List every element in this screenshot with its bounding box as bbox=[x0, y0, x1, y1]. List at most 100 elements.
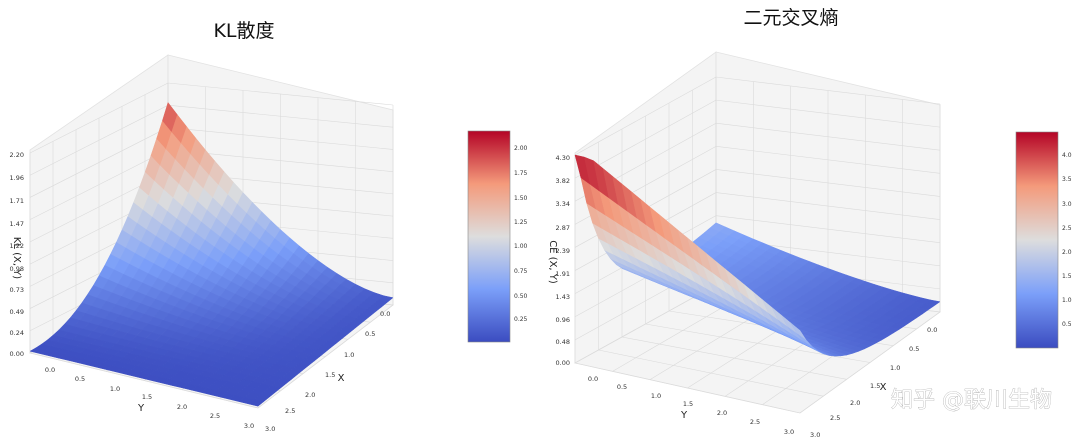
chart-title: 二元交叉熵 bbox=[743, 7, 838, 29]
y-tick: 1.0 bbox=[651, 392, 661, 400]
x-tick: 1.0 bbox=[344, 351, 354, 359]
surface bbox=[29, 101, 394, 407]
gridline bbox=[715, 215, 941, 243]
y-axis: 0.0 0.5 1.0 1.5 2.0 2.5 3.0 Y bbox=[45, 366, 254, 430]
gridline bbox=[167, 127, 394, 150]
x-tick: 2.5 bbox=[830, 414, 840, 422]
x-axis: 0.0 0.5 1.0 1.5 2.0 2.5 3.0 X bbox=[810, 326, 937, 439]
z-tick: 1.91 bbox=[556, 270, 570, 278]
y-axis-label: Y bbox=[680, 410, 688, 421]
colorbar-gradient bbox=[467, 130, 511, 343]
colorbar-tick: 0.5 bbox=[1062, 321, 1072, 328]
z-axis-label: KL (X, Y) bbox=[11, 237, 22, 280]
x-tick: 3.0 bbox=[265, 425, 275, 433]
z-tick: 2.87 bbox=[556, 224, 570, 232]
y-tick: 0.5 bbox=[617, 383, 627, 391]
gridline bbox=[715, 192, 941, 220]
colorbar-tick: 0.75 bbox=[514, 268, 528, 275]
z-tick: 0.49 bbox=[10, 308, 24, 316]
z-tick: 0.24 bbox=[10, 329, 24, 337]
gridline bbox=[29, 127, 169, 198]
z-tick: 1.22 bbox=[10, 242, 24, 250]
z-axis: 0.00 0.24 0.49 0.73 0.98 1.22 1.47 1.71 … bbox=[10, 151, 24, 358]
colorbar-tick: 0.50 bbox=[514, 293, 528, 300]
z-tick: 2.39 bbox=[556, 247, 570, 255]
y-tick: 3.0 bbox=[784, 428, 794, 436]
chart-kl: KL散度 0.00 0.24 0.49 0.73 0.98 1.22 1.47 … bbox=[10, 20, 528, 433]
gridline bbox=[799, 311, 941, 414]
z-tick: 1.96 bbox=[10, 174, 24, 182]
x-tick: 0.0 bbox=[927, 326, 937, 334]
colorbar-tick: 4.0 bbox=[1062, 152, 1072, 159]
gridline bbox=[574, 76, 717, 156]
y-tick: 0.0 bbox=[45, 366, 55, 374]
colorbar-tick: 1.00 bbox=[514, 243, 528, 250]
y-axis-label: Y bbox=[137, 403, 145, 414]
y-axis: 0.0 0.5 1.0 1.5 2.0 2.5 3.0 Y bbox=[588, 375, 794, 436]
z-tick: 0.00 bbox=[10, 350, 24, 358]
colorbar-tick: 3.0 bbox=[1062, 201, 1072, 208]
gridline bbox=[257, 304, 394, 409]
x-tick: 3.0 bbox=[810, 431, 820, 439]
colorbar-tick: 1.50 bbox=[514, 195, 528, 202]
x-tick: 0.5 bbox=[909, 345, 919, 353]
colorbar-gradient bbox=[1015, 131, 1059, 349]
y-tick: 3.0 bbox=[244, 422, 254, 430]
x-axis: 0.0 0.5 1.0 1.5 2.0 2.5 3.0 X bbox=[265, 310, 390, 433]
surface-facet bbox=[247, 399, 265, 407]
gridline bbox=[715, 169, 941, 197]
y-tick: 1.5 bbox=[142, 393, 152, 401]
y-tick: 2.0 bbox=[177, 403, 187, 411]
chart-title: KL散度 bbox=[213, 20, 274, 42]
gridline bbox=[167, 104, 394, 128]
z-tick: 0.96 bbox=[556, 316, 570, 324]
watermark: 知乎 @联川生物 bbox=[891, 388, 1052, 413]
z-tick: 3.82 bbox=[556, 177, 570, 185]
y-tick: 1.0 bbox=[110, 385, 120, 393]
z-axis: 0.00 0.48 0.96 1.43 1.91 2.39 2.87 3.34 … bbox=[547, 154, 570, 367]
gridline bbox=[167, 82, 394, 106]
z-tick: 3.34 bbox=[556, 200, 570, 208]
colorbar-tick: 1.25 bbox=[514, 219, 528, 226]
x-tick: 0.0 bbox=[380, 310, 390, 318]
gridline bbox=[715, 146, 941, 174]
z-tick: 4.30 bbox=[556, 154, 570, 162]
z-tick: 0.00 bbox=[556, 359, 570, 367]
x-axis-label: X bbox=[880, 382, 887, 393]
x-axis-label: X bbox=[338, 373, 345, 384]
y-tick: 0.5 bbox=[75, 375, 85, 383]
y-tick: 2.5 bbox=[210, 412, 220, 420]
x-tick: 1.0 bbox=[890, 364, 900, 372]
gridline bbox=[715, 99, 941, 128]
colorbar-tick: 1.5 bbox=[1062, 273, 1072, 280]
z-tick: 0.73 bbox=[10, 286, 24, 294]
y-tick: 1.5 bbox=[683, 400, 693, 408]
colorbar-tick: 1.75 bbox=[514, 170, 528, 177]
z-tick: 0.98 bbox=[10, 265, 24, 273]
colorbar-tick: 2.0 bbox=[1062, 249, 1072, 256]
z-tick: 1.47 bbox=[10, 220, 24, 228]
gridline bbox=[715, 76, 941, 105]
surface-facet bbox=[790, 322, 807, 340]
z-tick: 1.71 bbox=[10, 197, 24, 205]
colorbar-tick: 0.25 bbox=[514, 316, 528, 323]
gridline bbox=[715, 122, 941, 151]
x-tick: 2.5 bbox=[285, 407, 295, 415]
z-tick: 0.48 bbox=[556, 338, 570, 346]
gridline bbox=[29, 82, 169, 154]
z-axis-label: CE (X, Y) bbox=[547, 240, 558, 284]
colorbar-tick: 2.00 bbox=[514, 145, 528, 152]
x-tick: 2.0 bbox=[305, 391, 315, 399]
colorbar: 0.5 1.0 1.5 2.0 2.5 3.0 3.5 4.0 bbox=[1015, 131, 1072, 349]
colorbar-tick: 3.5 bbox=[1062, 176, 1072, 183]
y-tick: 2.0 bbox=[717, 409, 727, 417]
gridline bbox=[29, 149, 169, 220]
chart-ce: 二元交叉熵 0.00 0.48 0.96 1.43 1.91 2.39 2.87… bbox=[547, 7, 1072, 439]
surface bbox=[574, 154, 941, 357]
colorbar-tick: 1.0 bbox=[1062, 297, 1072, 304]
x-tick: 1.5 bbox=[325, 371, 335, 379]
gridline bbox=[29, 104, 169, 176]
x-tick: 0.5 bbox=[365, 330, 375, 338]
x-tick: 1.5 bbox=[870, 382, 880, 390]
